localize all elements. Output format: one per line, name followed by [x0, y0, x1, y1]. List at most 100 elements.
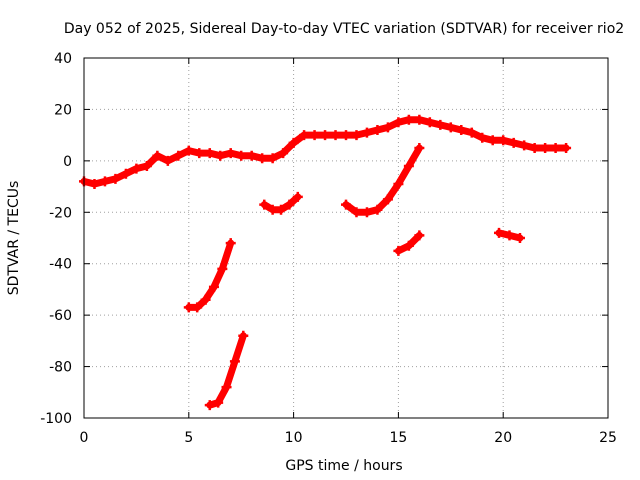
x-tick-label: 10 — [285, 430, 303, 446]
data-point — [320, 130, 331, 141]
data-point — [456, 125, 467, 135]
data-point — [299, 130, 310, 141]
x-tick-label: 0 — [80, 430, 89, 446]
data-point — [162, 155, 173, 166]
data-point — [351, 130, 362, 141]
data-point — [414, 230, 425, 241]
series-layer — [79, 114, 572, 411]
data-point — [372, 125, 383, 135]
data-point — [194, 148, 205, 159]
x-tick-label: 15 — [389, 430, 407, 446]
data-point — [217, 263, 228, 274]
y-tick-label: -80 — [49, 360, 72, 376]
data-point — [246, 150, 257, 161]
series-arc-a — [183, 238, 236, 313]
data-point — [267, 153, 278, 164]
x-axis-ticks: 0 5 10 15 20 25 — [80, 58, 617, 446]
data-point — [259, 199, 270, 210]
data-point — [393, 179, 404, 189]
data-point — [477, 132, 488, 143]
data-point — [221, 382, 232, 393]
data-point — [382, 122, 393, 133]
y-tick-label: 40 — [54, 51, 72, 67]
data-point — [550, 143, 561, 153]
data-point — [341, 130, 351, 141]
data-point — [183, 145, 194, 156]
data-point — [540, 143, 551, 153]
data-point — [508, 137, 519, 148]
data-point — [341, 199, 351, 210]
data-point — [284, 199, 295, 210]
x-tick-label: 20 — [494, 430, 512, 446]
plot-frame — [83, 57, 609, 419]
data-point — [229, 356, 240, 367]
series-arc-c — [259, 191, 303, 215]
data-point — [267, 204, 278, 215]
data-point — [278, 148, 289, 159]
data-point — [110, 173, 121, 184]
y-tick-label: -20 — [49, 205, 72, 221]
data-point — [215, 150, 226, 161]
data-point — [445, 122, 456, 133]
data-point — [361, 207, 372, 218]
data-point — [514, 233, 525, 243]
data-point — [225, 238, 236, 249]
data-point — [238, 330, 249, 341]
data-point — [494, 227, 505, 238]
data-point — [204, 400, 215, 411]
data-point — [99, 176, 110, 187]
data-point — [225, 148, 236, 159]
x-tick-label: 25 — [599, 430, 617, 446]
data-point — [192, 302, 203, 313]
data-point — [276, 204, 287, 215]
data-point — [561, 143, 572, 153]
data-point — [257, 153, 268, 164]
data-point — [152, 150, 163, 161]
series-arc-f — [494, 227, 525, 243]
data-point — [120, 168, 131, 179]
data-point — [208, 281, 219, 292]
data-point — [236, 150, 247, 161]
data-point — [372, 204, 383, 215]
grid — [84, 58, 608, 418]
data-point — [292, 191, 303, 202]
data-point — [204, 148, 215, 159]
data-point — [141, 161, 152, 171]
series-line — [206, 332, 247, 409]
series-main-arc — [79, 114, 572, 189]
data-point — [424, 117, 435, 128]
data-point — [309, 130, 320, 141]
y-tick-label: 0 — [63, 154, 72, 170]
y-tick-label: -40 — [49, 257, 72, 273]
y-tick-label: 20 — [54, 102, 72, 118]
data-point — [435, 119, 446, 130]
x-tick-label: 5 — [184, 430, 193, 446]
data-point — [183, 302, 194, 313]
data-point — [403, 114, 414, 125]
data-point — [403, 240, 414, 251]
data-point — [393, 245, 404, 256]
series-line — [185, 239, 235, 311]
data-point — [414, 114, 425, 125]
data-point — [414, 143, 425, 153]
x-axis-label: GPS time / hours — [285, 458, 402, 474]
data-point — [519, 140, 530, 151]
data-point — [466, 127, 477, 138]
data-point — [131, 163, 142, 174]
series-line — [342, 144, 423, 216]
data-point — [200, 294, 211, 305]
data-point — [213, 397, 224, 408]
data-point — [351, 207, 362, 218]
data-point — [382, 194, 393, 205]
chart-title: Day 052 of 2025, Sidereal Day-to-day VTE… — [64, 21, 624, 37]
series-arc-d — [341, 143, 425, 218]
data-point — [403, 161, 414, 171]
data-point — [173, 150, 184, 161]
data-point — [498, 135, 509, 146]
data-point — [89, 179, 100, 189]
y-tick-label: -100 — [40, 411, 72, 427]
y-tick-label: -60 — [49, 308, 72, 324]
data-point — [393, 117, 404, 128]
series-arc-b — [204, 330, 249, 411]
series-arc-e — [393, 230, 425, 256]
